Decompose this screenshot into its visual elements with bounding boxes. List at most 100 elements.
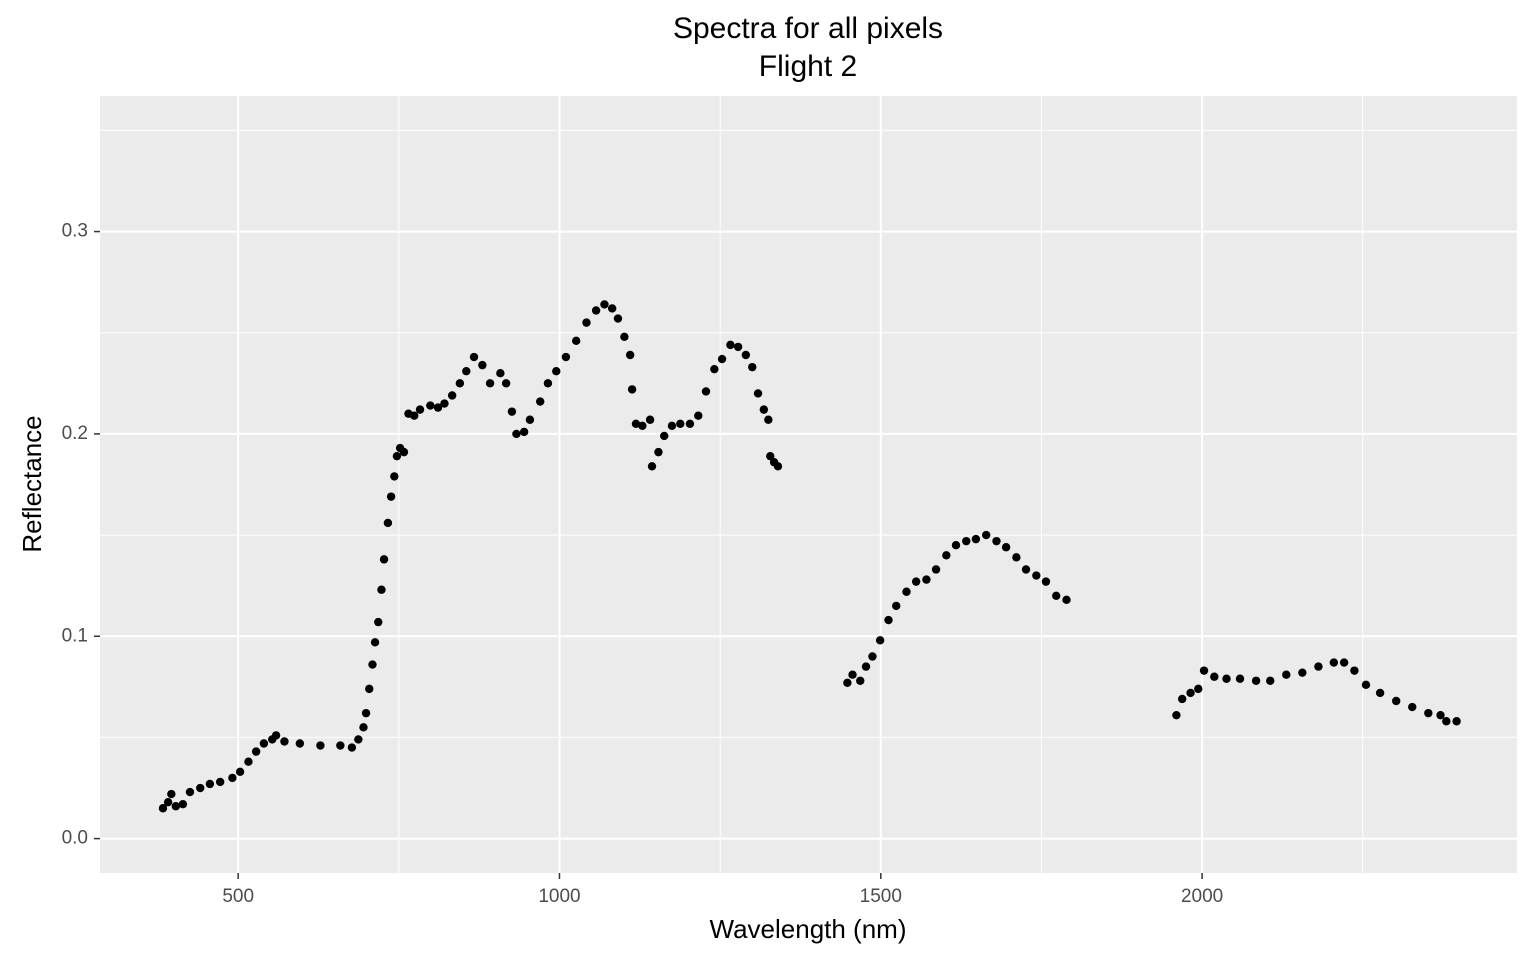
data-point — [536, 397, 545, 406]
data-point — [501, 379, 511, 388]
data-point — [561, 352, 571, 362]
data-point — [942, 551, 951, 560]
chart-subtitle: Flight 2 — [759, 50, 857, 83]
data-point — [676, 419, 685, 428]
data-point — [1361, 680, 1371, 690]
data-point — [543, 379, 553, 388]
data-point — [370, 638, 380, 647]
data-point — [295, 739, 305, 748]
data-point — [368, 660, 377, 669]
data-point — [753, 389, 763, 398]
data-point — [1339, 658, 1349, 667]
y-tick-label: 0.0 — [62, 828, 88, 849]
data-point — [1452, 717, 1461, 726]
data-point — [259, 739, 269, 748]
data-point — [251, 747, 261, 756]
data-point — [1177, 694, 1187, 704]
data-point — [386, 492, 396, 501]
data-point — [992, 536, 1001, 546]
data-point — [600, 300, 609, 309]
data-point — [654, 447, 663, 457]
data-point — [426, 401, 435, 410]
data-point — [316, 741, 325, 750]
data-point — [1442, 717, 1451, 726]
data-point — [1298, 668, 1307, 677]
data-point — [726, 340, 735, 350]
x-tick-label: 500 — [222, 886, 254, 907]
y-tick-label: 0.1 — [62, 625, 88, 646]
data-point — [512, 429, 521, 439]
data-point — [1235, 674, 1245, 683]
data-point — [856, 676, 865, 685]
data-point — [215, 777, 225, 787]
chart-title: Spectra for all pixels — [673, 12, 943, 45]
data-point — [607, 304, 617, 313]
data-point — [347, 743, 357, 752]
data-point — [235, 767, 245, 777]
data-point — [478, 360, 487, 370]
y-axis-title: Reflectance — [17, 415, 47, 552]
data-point — [1251, 676, 1261, 685]
data-point — [410, 411, 419, 420]
data-point — [244, 757, 253, 766]
data-point — [496, 369, 505, 378]
data-point — [892, 601, 901, 611]
data-point — [591, 306, 601, 315]
data-point — [884, 615, 893, 625]
data-point — [485, 379, 495, 388]
data-point — [1199, 666, 1209, 675]
data-point — [1350, 666, 1359, 675]
data-point — [1021, 565, 1031, 574]
data-point — [685, 419, 695, 428]
data-point — [158, 804, 168, 813]
data-point — [741, 350, 751, 360]
data-point — [1222, 674, 1231, 683]
data-point — [694, 411, 703, 420]
data-point — [701, 387, 711, 396]
data-point — [171, 802, 181, 811]
data-point — [660, 431, 669, 441]
data-point — [1329, 658, 1339, 667]
data-point — [196, 783, 205, 793]
data-point — [613, 314, 623, 323]
data-point — [379, 555, 389, 564]
x-tick-label: 1000 — [538, 886, 580, 907]
data-point — [1391, 696, 1401, 706]
data-point — [962, 536, 971, 546]
data-point — [1408, 702, 1417, 712]
y-tick-label: 0.2 — [62, 423, 88, 444]
data-point — [354, 735, 363, 744]
data-point — [1052, 591, 1061, 600]
data-point — [861, 662, 871, 671]
data-point — [922, 575, 931, 584]
data-point — [631, 419, 641, 428]
data-point — [415, 405, 425, 414]
x-tick-label: 2000 — [1181, 886, 1223, 907]
data-point — [1186, 688, 1195, 698]
data-point — [1436, 710, 1445, 720]
data-point — [773, 462, 783, 471]
data-point — [365, 684, 374, 694]
data-point — [710, 364, 719, 374]
data-point — [377, 585, 386, 594]
data-point — [440, 399, 449, 408]
data-point — [902, 587, 911, 596]
data-point — [647, 462, 657, 471]
data-point — [717, 354, 727, 364]
data-point — [167, 789, 176, 799]
data-point — [433, 403, 443, 412]
data-point — [981, 530, 991, 540]
data-point — [455, 379, 465, 388]
data-point — [507, 407, 517, 416]
data-point — [848, 670, 857, 679]
data-point — [447, 391, 457, 400]
x-axis-title: Wavelength (nm) — [710, 914, 907, 944]
data-point — [764, 415, 773, 424]
data-point — [1194, 684, 1203, 694]
data-point — [1266, 676, 1275, 685]
data-point — [1172, 710, 1181, 720]
data-point — [667, 421, 677, 431]
data-point — [1282, 670, 1291, 679]
